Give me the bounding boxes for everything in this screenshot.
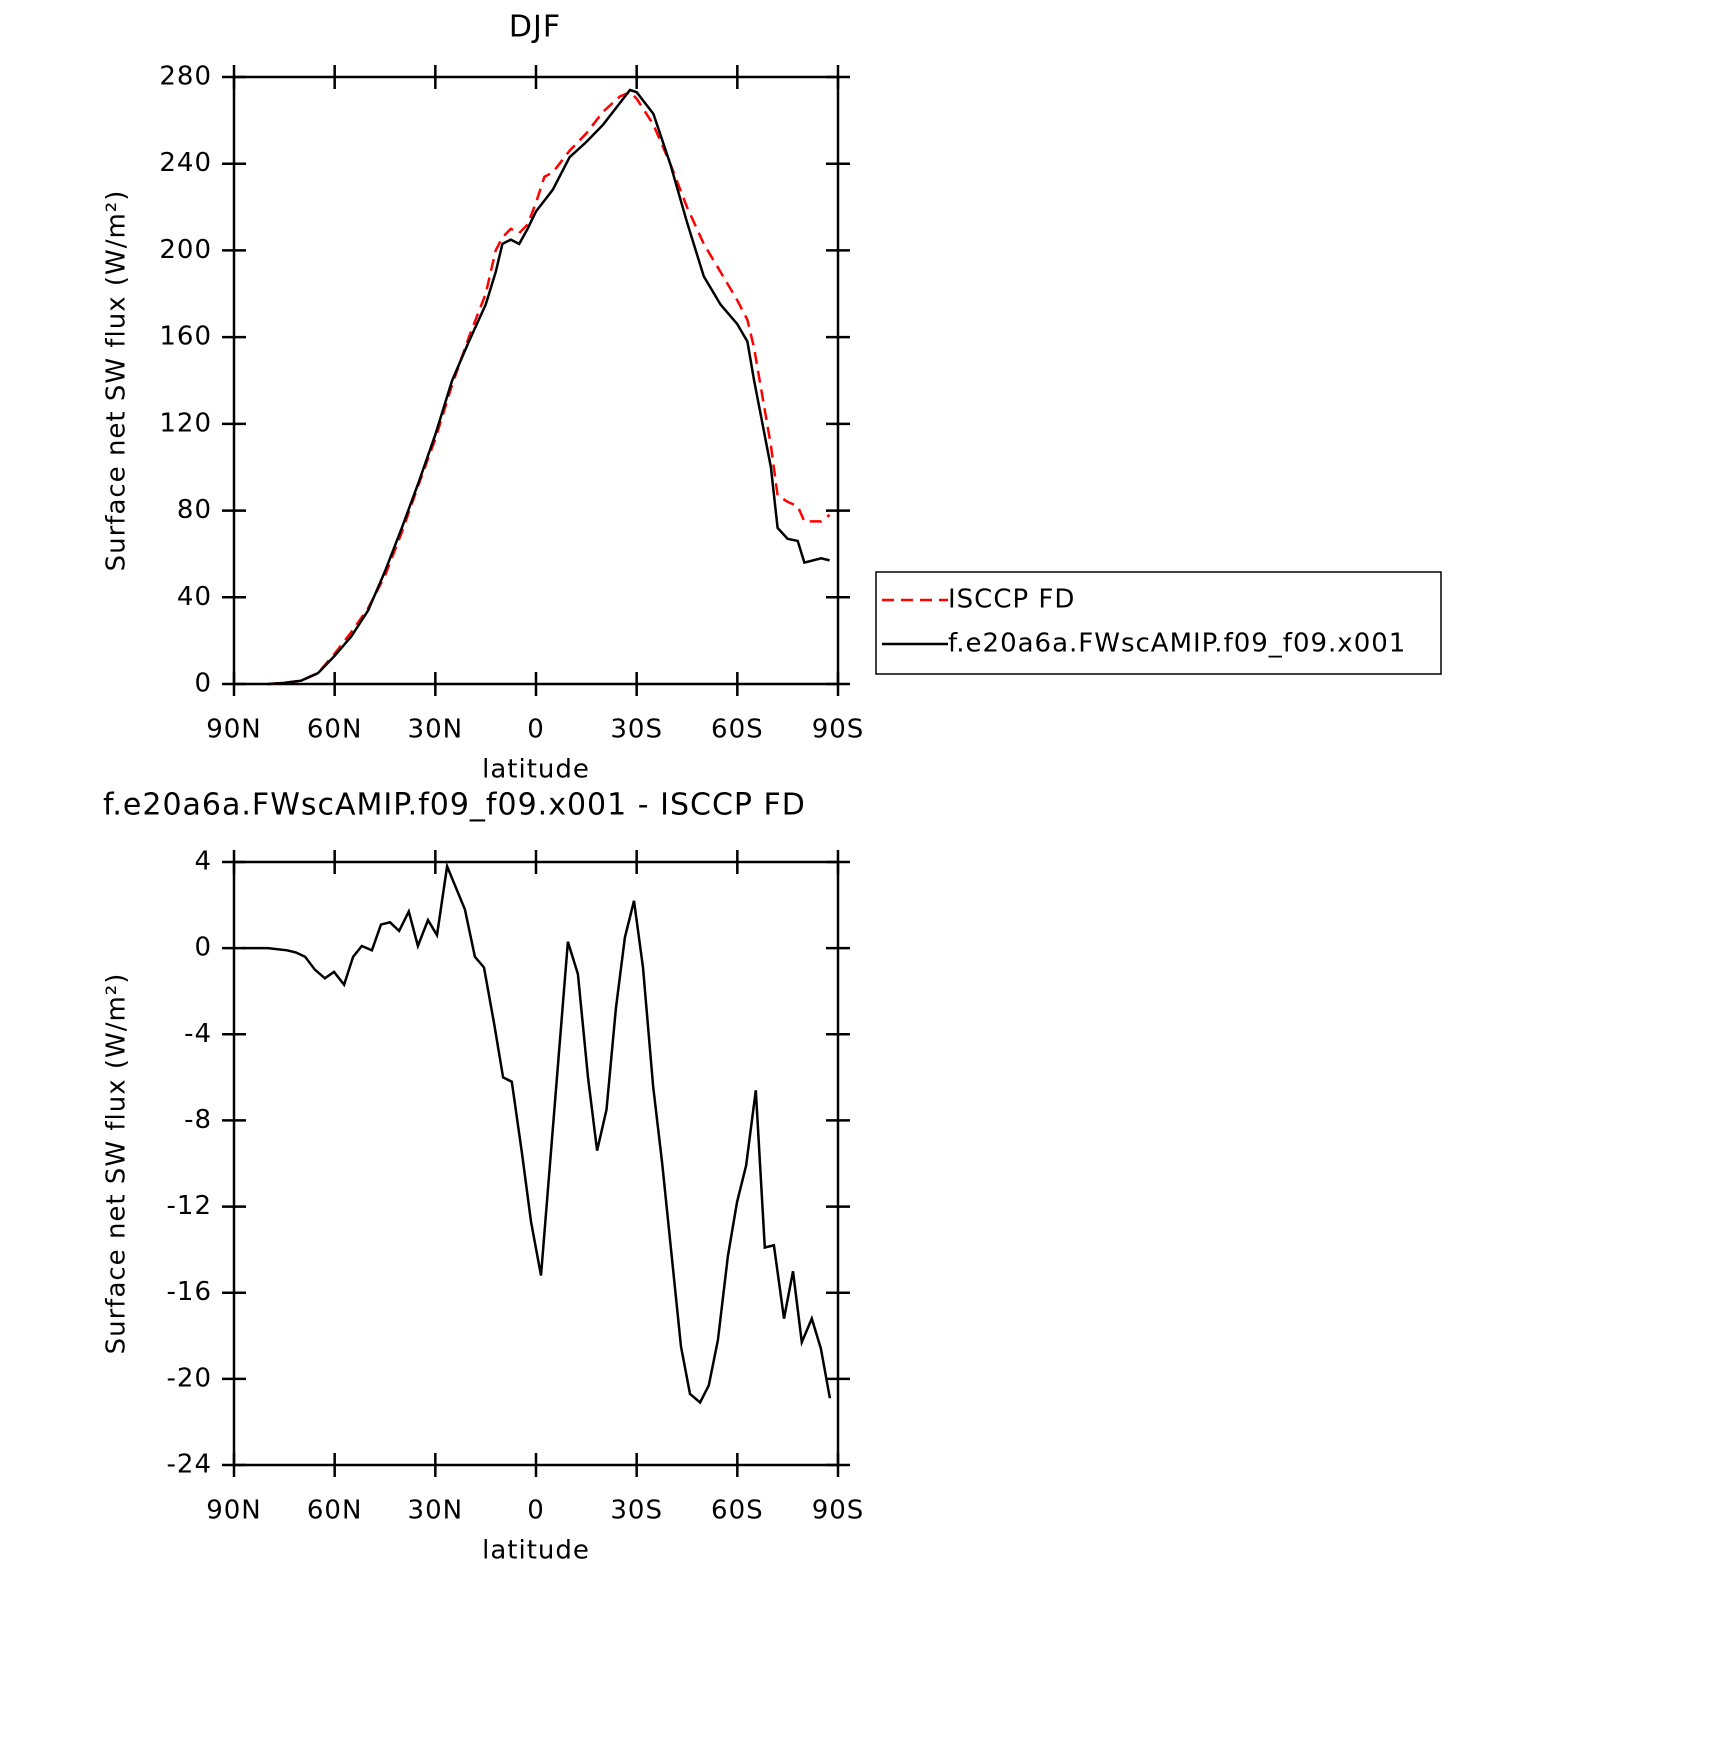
y-tick-label: 120 (159, 408, 212, 438)
x-axis-label: latitude (482, 1536, 590, 1566)
y-tick-label: -8 (184, 1105, 212, 1135)
x-tick-label: 30N (408, 715, 464, 745)
plot-frame (232, 75, 840, 686)
y-tick-label: -24 (167, 1450, 212, 1480)
x-tick-label: 0 (527, 1496, 545, 1526)
x-tick-label: 90N (206, 715, 262, 745)
x-tick-label: 60N (307, 715, 363, 745)
x-tick-label: 30N (408, 1496, 464, 1526)
data-line (267, 90, 831, 686)
chart-title: f.e20a6a.FWscAMIP.f09_f09.x001 - ISCCP F… (103, 788, 806, 823)
chart-title: DJF (509, 10, 561, 45)
x-tick-label: 30S (610, 715, 663, 745)
y-tick-label: -4 (184, 1019, 212, 1049)
x-axis-label: latitude (482, 755, 590, 785)
y-tick-label: 240 (159, 148, 212, 178)
y-axis-label: Surface net SW flux (W/m²) (102, 190, 132, 572)
data-line (242, 861, 832, 1405)
y-axis-label: Surface net SW flux (W/m²) (102, 973, 132, 1355)
x-tick-label: 90S (812, 715, 865, 745)
x-tick-label: 60S (711, 715, 764, 745)
x-tick-label: 30S (610, 1496, 663, 1526)
x-tick-label: 90S (812, 1496, 865, 1526)
x-tick-label: 0 (527, 715, 545, 745)
x-tick-label: 60N (307, 1496, 363, 1526)
legend-box (875, 571, 1442, 675)
y-tick-label: 160 (159, 322, 212, 352)
y-tick-label: -12 (167, 1191, 212, 1221)
legend-label: f.e20a6a.FWscAMIP.f09_f09.x001 (948, 629, 1406, 659)
y-tick-label: 0 (194, 669, 212, 699)
x-tick-label: 90N (206, 1496, 262, 1526)
data-line (267, 88, 830, 686)
y-tick-label: -20 (167, 1363, 212, 1393)
y-tick-label: -16 (167, 1277, 212, 1307)
y-tick-label: 80 (177, 495, 212, 525)
y-tick-label: 40 (177, 582, 212, 612)
y-tick-label: 200 (159, 235, 212, 265)
y-tick-label: 0 (194, 933, 212, 963)
legend-label: ISCCP FD (948, 585, 1075, 615)
y-tick-label: 280 (159, 62, 212, 92)
x-tick-label: 60S (711, 1496, 764, 1526)
y-tick-label: 4 (194, 847, 212, 877)
